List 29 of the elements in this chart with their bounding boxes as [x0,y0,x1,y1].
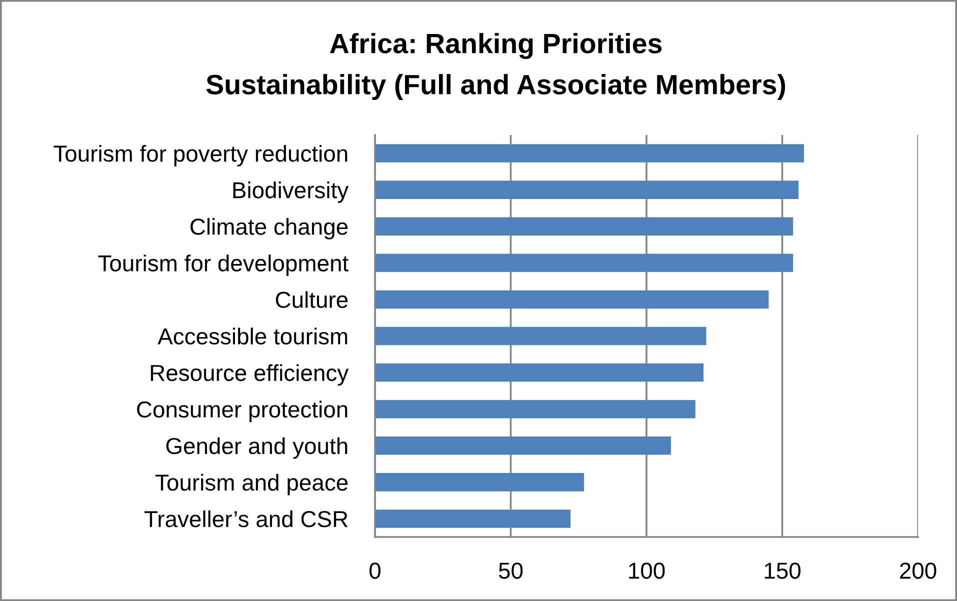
y-tick-label: Traveller’s and CSR [144,510,348,528]
bar [375,400,696,418]
chart-subtitle: Sustainability (Full and Associate Members) [206,74,786,100]
bar [375,217,794,236]
y-tick-label: Climate change [190,218,348,240]
bar [375,510,570,528]
bar [375,290,769,309]
y-tick-label: Culture [276,291,348,308]
y-tick-label: Gender and youth [166,437,348,459]
x-tick-label: 50 [498,562,523,579]
y-tick-label: Resource efficiency [150,364,349,386]
x-tick-label: 100 [629,562,665,579]
x-tick-label: 200 [900,562,936,579]
bar [375,326,706,346]
bar [375,363,704,382]
bar [375,254,794,272]
bar [375,144,804,162]
chart-title: Africa: Ranking Priorities [330,32,662,60]
bar [375,436,671,455]
x-tick-label: 0 [370,562,380,579]
y-tick-label: Tourism and peace [156,474,348,496]
y-tick-label: Tourism for poverty reduction [54,144,348,166]
y-tick-label: Consumer protection [137,400,348,422]
x-tick-label: 150 [764,562,800,579]
bar [375,180,799,199]
y-tick-label: Biodiversity [233,182,349,203]
y-tick-label: Tourism for development [98,254,348,276]
y-tick-label: Accessible tourism [158,328,348,345]
bar [375,473,584,492]
